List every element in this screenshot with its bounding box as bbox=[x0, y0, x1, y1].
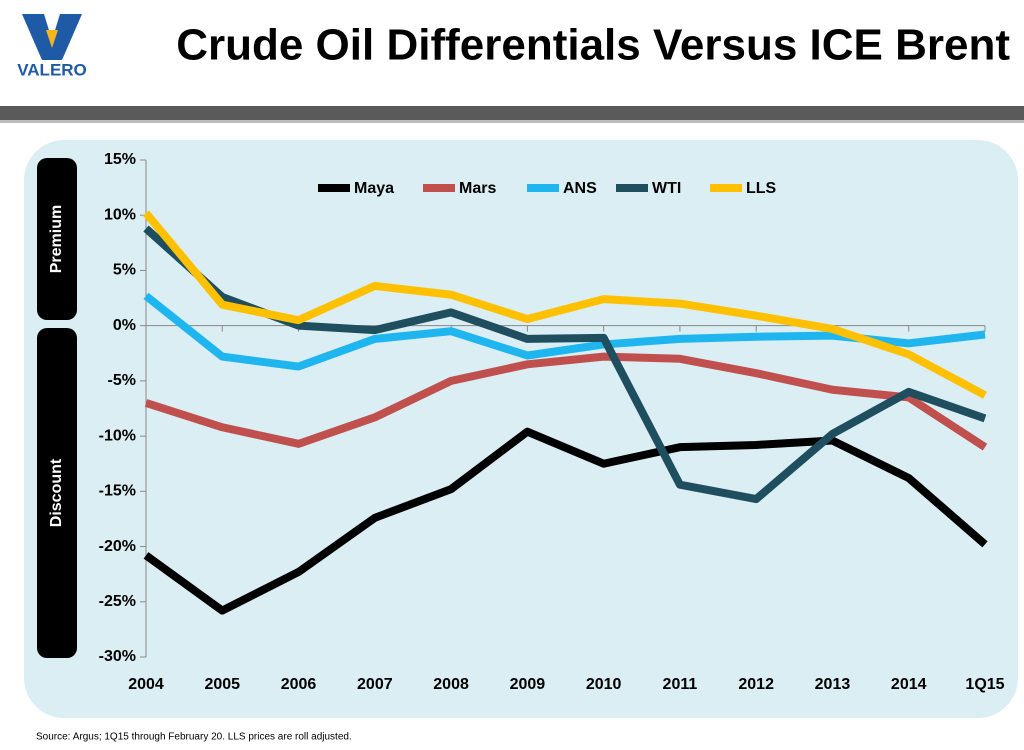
x-tick-label: 2007 bbox=[357, 676, 393, 693]
x-tick-label: 2014 bbox=[891, 676, 927, 693]
legend-item: Mars bbox=[423, 180, 496, 197]
legend-label: ANS bbox=[563, 180, 597, 197]
annotation: Discount bbox=[48, 458, 65, 527]
y-tick-label: -5% bbox=[108, 372, 136, 389]
logo-mark bbox=[22, 14, 82, 60]
title: Crude Oil Differentials Versus ICE Brent bbox=[176, 21, 1010, 70]
x-tick-label: 2005 bbox=[204, 676, 240, 693]
legend-item: LLS bbox=[710, 180, 777, 197]
y-tick-label: 0% bbox=[113, 317, 136, 334]
x-tick-label: 2008 bbox=[433, 676, 469, 693]
legend-label: WTI bbox=[652, 180, 681, 197]
x-tick-label: 2012 bbox=[738, 676, 774, 693]
header-shadow bbox=[0, 120, 1024, 123]
y-tick-label: -20% bbox=[99, 538, 136, 555]
y-tick-label: -15% bbox=[99, 483, 136, 500]
discount-box bbox=[37, 328, 77, 658]
legend-item: ANS bbox=[527, 180, 597, 197]
y-tick-label: 5% bbox=[113, 262, 136, 279]
series-line bbox=[144, 352, 988, 451]
x-tick-label: 2004 bbox=[128, 676, 164, 693]
annotation: Premium bbox=[48, 205, 65, 273]
logo: VALERO bbox=[17, 14, 87, 79]
x-tick-label: 2011 bbox=[663, 676, 698, 693]
legend-label: Mars bbox=[459, 180, 496, 197]
source-note: Source: Argus; 1Q15 through February 20.… bbox=[36, 732, 352, 743]
logo-text: VALERO bbox=[17, 60, 87, 79]
legend-item: Maya bbox=[318, 180, 394, 197]
plot-panel bbox=[24, 140, 1018, 718]
y-tick-label: -25% bbox=[99, 593, 136, 610]
logo-mark bbox=[46, 30, 58, 48]
y-tick-label: -10% bbox=[99, 427, 136, 444]
x-tick-label: 2010 bbox=[586, 676, 622, 693]
legend-label: LLS bbox=[746, 180, 777, 197]
legend-item: WTI bbox=[616, 180, 681, 197]
series-line bbox=[143, 427, 988, 615]
x-tick-label: 2009 bbox=[510, 676, 546, 693]
x-tick-label: 2006 bbox=[281, 676, 317, 693]
premium-box bbox=[37, 158, 77, 320]
series-line bbox=[142, 210, 987, 399]
y-tick-label: 15% bbox=[104, 151, 136, 168]
header-bar bbox=[0, 106, 1024, 120]
y-tick-label: -30% bbox=[99, 648, 136, 665]
x-tick-label: 2013 bbox=[815, 676, 851, 693]
legend-label: Maya bbox=[354, 180, 394, 197]
x-tick-label: 1Q15 bbox=[965, 676, 1004, 693]
y-tick-label: 10% bbox=[104, 206, 136, 223]
